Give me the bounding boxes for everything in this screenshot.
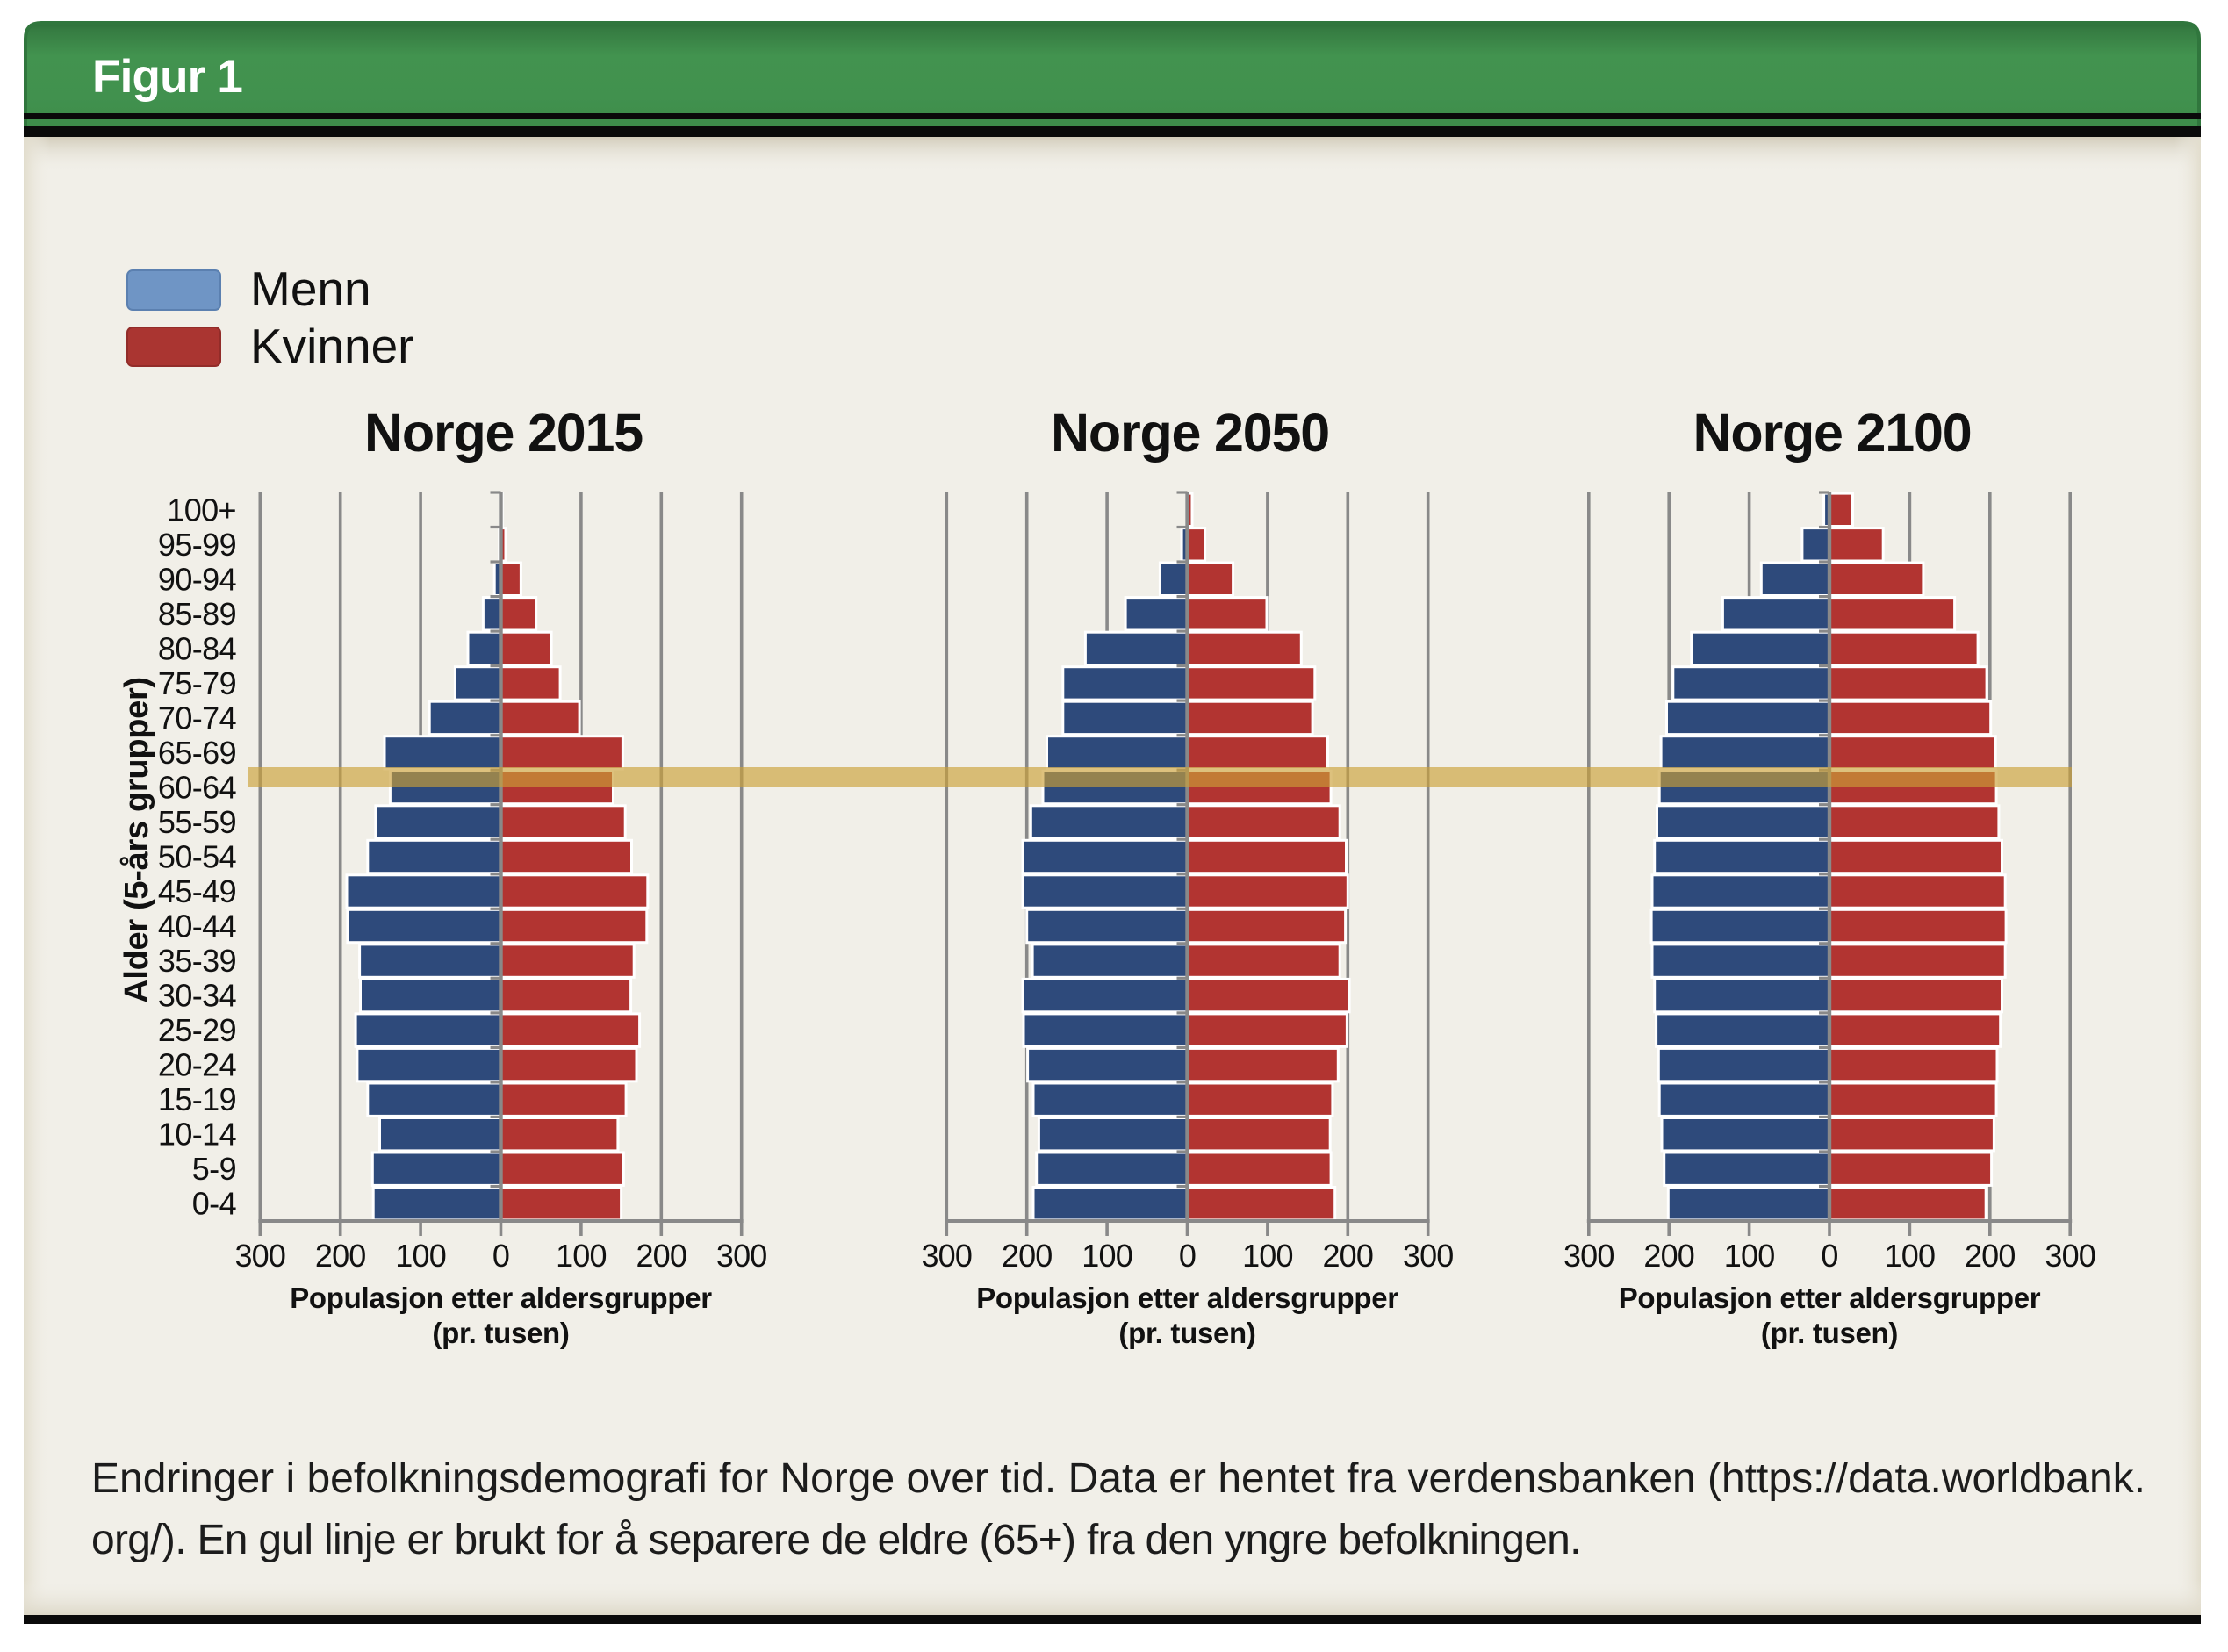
svg-text:60-64: 60-64: [158, 770, 236, 806]
svg-text:Populasjon etter aldersgrupper: Populasjon etter aldersgrupper: [976, 1282, 1398, 1314]
svg-text:300: 300: [921, 1238, 972, 1274]
svg-text:Menn: Menn: [250, 262, 371, 316]
svg-text:Norge 2100: Norge 2100: [1693, 403, 1972, 463]
svg-text:10-14: 10-14: [158, 1117, 236, 1153]
svg-text:300: 300: [1563, 1238, 1614, 1274]
svg-text:300: 300: [234, 1238, 285, 1274]
svg-text:org/). En gul linje er brukt f: org/). En gul linje er brukt for å separ…: [91, 1517, 1581, 1563]
svg-text:100: 100: [556, 1238, 607, 1274]
svg-text:(pr. tusen): (pr. tusen): [1761, 1317, 1898, 1349]
svg-text:300: 300: [1403, 1238, 1454, 1274]
svg-text:30-34: 30-34: [158, 978, 236, 1014]
svg-text:85-89: 85-89: [158, 596, 236, 632]
svg-text:40-44: 40-44: [158, 909, 236, 945]
svg-text:65-69: 65-69: [158, 735, 236, 771]
svg-text:200: 200: [636, 1238, 686, 1274]
svg-text:20-24: 20-24: [158, 1047, 236, 1083]
svg-text:Norge 2015: Norge 2015: [364, 403, 643, 463]
svg-text:5-9: 5-9: [192, 1151, 236, 1187]
svg-text:55-59: 55-59: [158, 804, 236, 840]
svg-text:0: 0: [1821, 1238, 1837, 1274]
svg-text:50-54: 50-54: [158, 839, 236, 875]
svg-text:Populasjon etter aldersgrupper: Populasjon etter aldersgrupper: [1619, 1282, 2041, 1314]
svg-text:Norge 2050: Norge 2050: [1051, 403, 1329, 463]
svg-text:200: 200: [1965, 1238, 2016, 1274]
svg-text:200: 200: [1322, 1238, 1373, 1274]
svg-text:95-99: 95-99: [158, 527, 236, 563]
svg-text:Endringer i befolkningsdemogra: Endringer i befolkningsdemografi for Nor…: [91, 1455, 2145, 1502]
svg-text:Alder (5-års grupper): Alder (5-års grupper): [119, 677, 155, 1003]
svg-text:200: 200: [1643, 1238, 1694, 1274]
svg-text:0-4: 0-4: [192, 1186, 236, 1222]
svg-text:35-39: 35-39: [158, 943, 236, 979]
svg-text:100+: 100+: [167, 492, 236, 528]
svg-text:0: 0: [1179, 1238, 1196, 1274]
svg-text:0: 0: [492, 1238, 509, 1274]
svg-text:45-49: 45-49: [158, 873, 236, 909]
svg-text:75-79: 75-79: [158, 665, 236, 701]
svg-text:200: 200: [315, 1238, 366, 1274]
svg-text:(pr. tusen): (pr. tusen): [1118, 1317, 1255, 1349]
svg-text:300: 300: [716, 1238, 767, 1274]
svg-text:Populasjon etter aldersgrupper: Populasjon etter aldersgrupper: [290, 1282, 712, 1314]
svg-text:100: 100: [1082, 1238, 1132, 1274]
svg-text:100: 100: [1724, 1238, 1775, 1274]
svg-text:80-84: 80-84: [158, 630, 236, 666]
svg-text:Kvinner: Kvinner: [250, 319, 413, 373]
svg-text:90-94: 90-94: [158, 561, 236, 597]
svg-text:100: 100: [1242, 1238, 1293, 1274]
svg-text:300: 300: [2045, 1238, 2095, 1274]
svg-text:70-74: 70-74: [158, 700, 236, 736]
svg-text:100: 100: [1885, 1238, 1936, 1274]
svg-text:25-29: 25-29: [158, 1012, 236, 1048]
svg-text:Figur 1: Figur 1: [92, 51, 242, 103]
svg-text:15-19: 15-19: [158, 1081, 236, 1117]
svg-text:100: 100: [395, 1238, 446, 1274]
svg-text:(pr. tusen): (pr. tusen): [432, 1317, 569, 1349]
svg-text:200: 200: [1002, 1238, 1053, 1274]
